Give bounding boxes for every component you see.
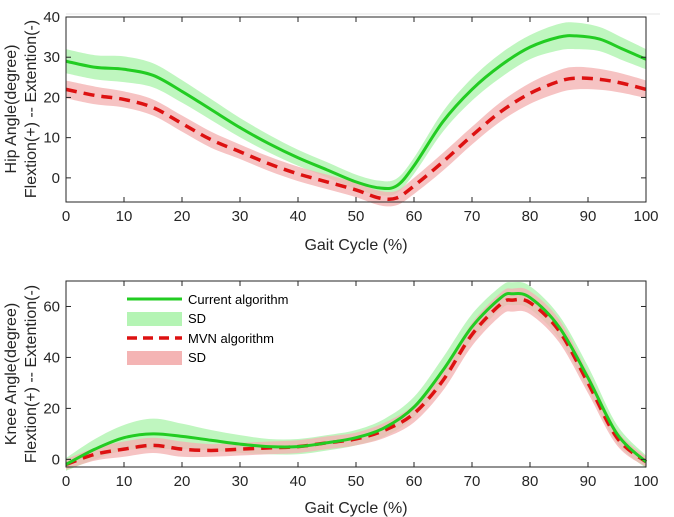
hip-x-axis-label: Gait Cycle (%) [304, 237, 407, 254]
knee-x-tick-label: 50 [348, 473, 365, 490]
hip-line-current [65, 34, 647, 191]
knee-y-tick-label: 20 [43, 400, 60, 417]
legend-label-mvn-sd: SD [188, 350, 206, 365]
knee-line-current [65, 291, 648, 466]
knee-x-tick-label: 20 [174, 473, 191, 490]
legend-swatch-mvn-sd [127, 351, 182, 365]
hip-chart: 0 10 20 30 40 50 60 70 80 90 100 0 10 20 30 40 Gait Cyc… [3, 9, 659, 254]
hip-x-tick-label: 10 [116, 208, 133, 225]
knee-x-tick-label: 100 [633, 473, 658, 490]
knee-chart: 0 10 20 30 40 50 60 70 80 90 100 0 20 40 60 Gait Cycle… [3, 280, 659, 517]
hip-x-tick-label: 70 [464, 208, 481, 225]
hip-y-tick-label: 30 [43, 49, 60, 66]
legend-swatch-current-sd [127, 312, 182, 326]
knee-sd-band-mvn [66, 287, 646, 470]
knee-y-tick-label: 40 [43, 349, 60, 366]
hip-x-tick-label: 80 [522, 208, 539, 225]
knee-y-tick-label: 60 [43, 298, 60, 315]
knee-x-tick-label: 40 [290, 473, 307, 490]
knee-x-tick-label: 10 [116, 473, 133, 490]
legend: Current algorithm SD MVN algorithm SD [127, 292, 288, 365]
hip-x-tick-label: 20 [174, 208, 191, 225]
hip-x-tick-label: 60 [406, 208, 423, 225]
hip-line-mvn [65, 76, 647, 201]
hip-y-tick-label: 40 [43, 9, 60, 26]
knee-y-axis-label-line2: Flextion(+) -- Extention(-) [23, 285, 40, 463]
legend-label-mvn: MVN algorithm [188, 331, 274, 346]
knee-x-tick-label: 80 [522, 473, 539, 490]
legend-label-current-sd: SD [188, 311, 206, 326]
knee-x-tick-label: 0 [62, 473, 70, 490]
knee-y-tick-label: 0 [52, 451, 60, 468]
hip-x-tick-label: 40 [290, 208, 307, 225]
knee-x-tick-label: 30 [232, 473, 249, 490]
hip-y-tick-label: 20 [43, 89, 60, 106]
hip-sd-band-mvn [66, 66, 646, 207]
knee-x-tick-label: 70 [464, 473, 481, 490]
hip-x-tick-label: 0 [62, 208, 70, 225]
hip-y-tick-label: 10 [43, 130, 60, 147]
knee-x-axis-label: Gait Cycle (%) [304, 500, 407, 517]
hip-x-tick-label: 50 [348, 208, 365, 225]
knee-x-tick-label: 60 [406, 473, 423, 490]
knee-y-axis-label-line1: Knee Angle(degree) [3, 303, 20, 445]
legend-label-current: Current algorithm [188, 292, 288, 307]
hip-x-tick-label: 30 [232, 208, 249, 225]
hip-y-axis-label-line1: Hip Angle(degree) [3, 45, 20, 174]
hip-x-tick-label: 90 [580, 208, 597, 225]
hip-x-tick-label: 100 [633, 208, 658, 225]
hip-y-axis-label-line2: Flextion(+) -- Extention(-) [23, 20, 40, 198]
knee-line-mvn [65, 297, 648, 467]
hip-y-tick-label: 0 [52, 170, 60, 187]
knee-x-tick-label: 90 [580, 473, 597, 490]
